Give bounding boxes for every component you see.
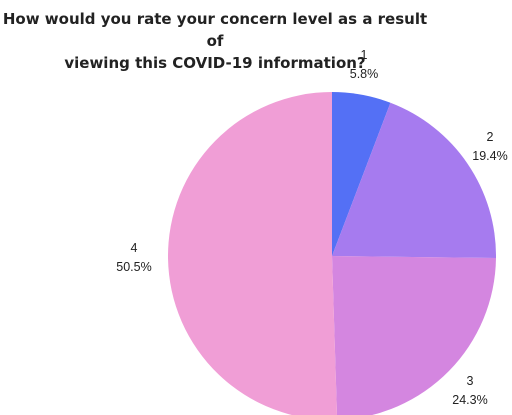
slice-value-1: 5.8%: [350, 67, 379, 81]
pie-slice-1: [332, 92, 391, 256]
slice-value-4: 50.5%: [116, 260, 151, 274]
slice-label-2: 2: [487, 130, 494, 144]
slice-label-1: 1: [361, 48, 368, 62]
slice-value-3: 24.3%: [452, 393, 487, 407]
slice-label-3: 3: [467, 374, 474, 388]
chart-title: How would you rate your concern level as…: [0, 8, 430, 74]
chart-title-line-1: How would you rate your concern level as…: [2, 10, 428, 50]
chart-title-line-2: viewing this COVID-19 information?: [64, 54, 366, 72]
slice-label-4: 4: [131, 241, 138, 255]
pie-slice-4: [168, 92, 337, 415]
pie-slice-2: [332, 102, 497, 259]
slice-value-2: 19.4%: [472, 149, 507, 163]
pie-slice-3: [332, 256, 496, 415]
